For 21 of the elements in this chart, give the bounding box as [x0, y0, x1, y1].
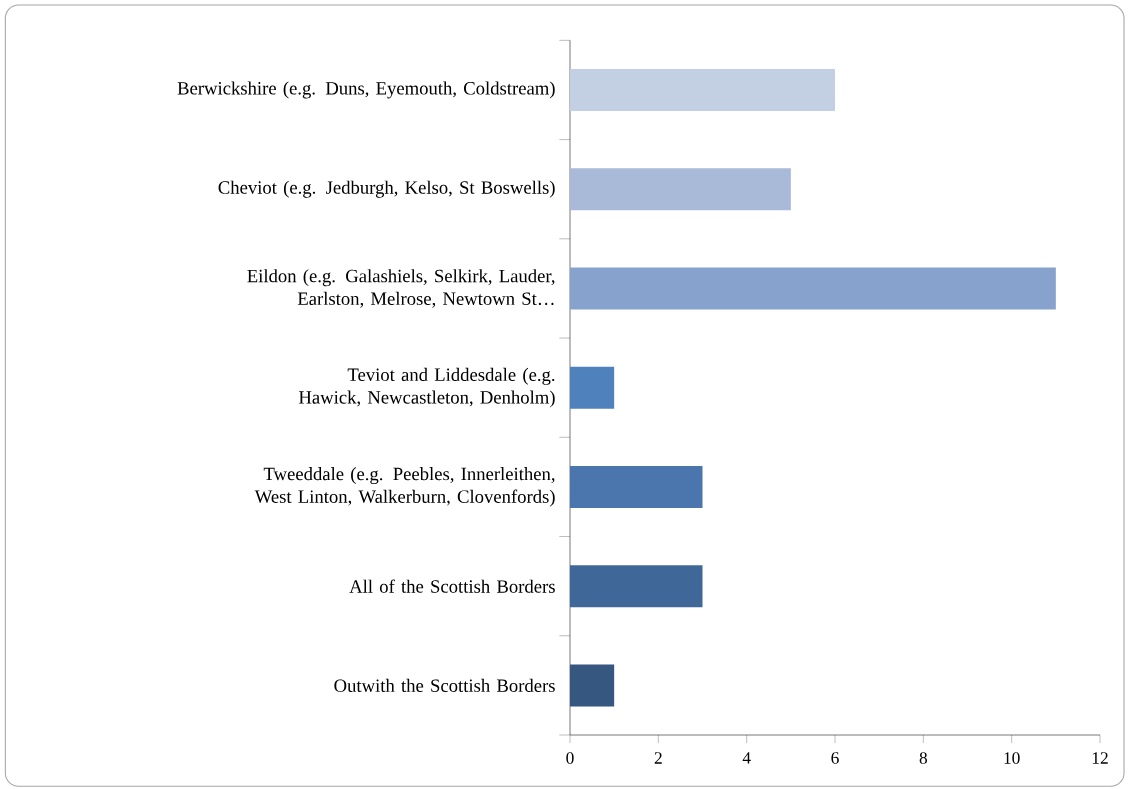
bar — [570, 267, 1056, 310]
x-tick-label: 4 — [742, 752, 751, 764]
bar — [570, 168, 791, 211]
y-tick-label: Cheviot (e.g. Jedburgh, Kelso, St Boswells) — [218, 180, 555, 198]
bar — [570, 68, 836, 111]
y-tick-label: Tweeddale (e.g. Peebles, Innerleithen, West Linton, Walkerburn, Clovenfords) — [254, 467, 555, 507]
y-tick-label: Eildon (e.g. Galashiels, Selkirk, Lauder, Earlston, Melrose, Newtown St… — [247, 269, 555, 308]
y-tick-label: All of the Scottish Borders — [349, 579, 555, 593]
y-tick-label: Berwickshire (e.g. Duns, Eyemouth, Coldstream) — [177, 81, 555, 99]
bar — [570, 664, 615, 707]
y-tick-label: Outwith the Scottish Borders — [334, 678, 555, 692]
x-tick-label: 12 — [1092, 752, 1108, 764]
bar — [570, 465, 703, 508]
x-tick-label: 2 — [654, 752, 662, 764]
bar — [570, 565, 703, 608]
x-tick-label: 6 — [831, 752, 839, 764]
bar — [570, 366, 615, 409]
y-tick-label: Teviot and Liddesdale (e.g. Hawick, Newcastleton, Denholm) — [298, 367, 555, 408]
x-tick-label: 0 — [566, 752, 574, 764]
x-tick-label: 8 — [919, 752, 928, 764]
x-tick-label: 10 — [1004, 752, 1020, 764]
